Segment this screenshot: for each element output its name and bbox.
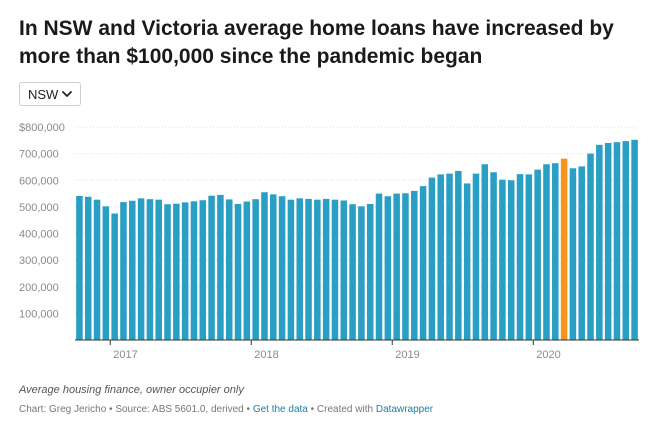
bar <box>102 206 110 340</box>
bar <box>173 203 180 340</box>
footer-separator: • <box>106 404 116 415</box>
footer-separator: • <box>307 404 317 415</box>
x-tick-label: 2018 <box>254 349 278 361</box>
bar <box>552 163 559 340</box>
bar <box>208 195 215 340</box>
bar <box>455 170 462 340</box>
x-tick-label: 2017 <box>113 349 137 361</box>
bar <box>199 200 207 340</box>
datawrapper-link[interactable]: Datawrapper <box>375 404 434 415</box>
y-tick-label: 400,000 <box>19 229 59 241</box>
bar <box>278 196 286 340</box>
bar <box>93 199 101 340</box>
x-tick-label: 2019 <box>395 349 419 361</box>
bar <box>217 194 224 340</box>
bar <box>243 201 251 340</box>
bar <box>331 199 339 340</box>
bar <box>270 194 277 340</box>
bar <box>190 201 198 340</box>
chevron-down-icon <box>62 91 72 97</box>
bar <box>366 203 374 340</box>
chart-title: In NSW and Victoria average home loans h… <box>19 17 614 68</box>
bar <box>164 204 171 340</box>
bar <box>305 198 312 340</box>
bar <box>296 198 303 340</box>
bar <box>129 200 136 340</box>
bar <box>446 173 453 340</box>
footer-author: Chart: Greg Jericho <box>19 404 107 415</box>
y-tick-label: 500,000 <box>19 202 59 214</box>
y-tick-label: 200,000 <box>19 282 59 294</box>
bar <box>428 177 436 340</box>
bar <box>234 203 242 340</box>
y-tick-label: $800,000 <box>19 122 65 134</box>
bar <box>622 141 630 340</box>
bar <box>287 199 295 340</box>
bar <box>252 199 259 340</box>
y-tick-label: 600,000 <box>19 175 59 187</box>
chart-footer: Chart: Greg Jericho • Source: ABS 5601.0… <box>19 404 433 415</box>
bar <box>120 202 127 340</box>
footer-created-with: Created with <box>316 404 376 415</box>
bar <box>613 142 621 340</box>
footer-source: Source: ABS 5601.0, derived <box>115 404 244 415</box>
bar <box>463 183 471 340</box>
bar <box>340 200 348 340</box>
bar <box>84 196 92 340</box>
bar <box>419 186 427 340</box>
bar <box>534 169 541 340</box>
region-dropdown-value: NSW <box>28 86 59 102</box>
bar <box>604 142 612 340</box>
bar <box>76 195 83 340</box>
y-tick-label: 700,000 <box>19 149 59 161</box>
bar <box>525 174 533 340</box>
bar <box>358 206 365 340</box>
bar <box>261 192 268 340</box>
bar <box>507 180 515 340</box>
highlight-bar <box>560 158 568 340</box>
bar <box>384 196 392 340</box>
bar-chart: $800,000 700,000 600,000 500,000 400,000 300,… <box>19 122 639 361</box>
bar <box>402 193 409 340</box>
bar <box>393 193 400 340</box>
bar <box>146 199 154 340</box>
bar <box>490 172 497 340</box>
bar <box>587 153 594 341</box>
bar <box>596 144 603 340</box>
bar <box>411 190 418 340</box>
bar <box>137 198 145 340</box>
bar <box>578 166 585 340</box>
y-tick-label: 300,000 <box>19 255 59 267</box>
y-tick-label: 100,000 <box>19 308 59 320</box>
footer-separator: • <box>243 404 253 415</box>
bar <box>481 164 489 340</box>
bar <box>375 193 383 340</box>
chart-notes: Average housing finance, owner occupier … <box>19 384 244 396</box>
bar <box>322 198 330 340</box>
get-the-data-link[interactable]: Get the data <box>252 404 308 415</box>
bar <box>155 199 162 340</box>
bar <box>437 174 444 340</box>
x-tick-label: 2020 <box>536 349 560 361</box>
bar <box>631 139 638 340</box>
bar <box>181 202 189 340</box>
bar <box>225 199 233 340</box>
bar <box>111 213 118 340</box>
bar <box>314 199 321 340</box>
bar <box>472 173 480 340</box>
bar <box>543 164 550 340</box>
bar <box>569 168 577 340</box>
bar <box>516 174 524 340</box>
bar <box>499 179 506 340</box>
region-dropdown[interactable]: NSW <box>19 82 81 106</box>
bar <box>349 204 356 340</box>
